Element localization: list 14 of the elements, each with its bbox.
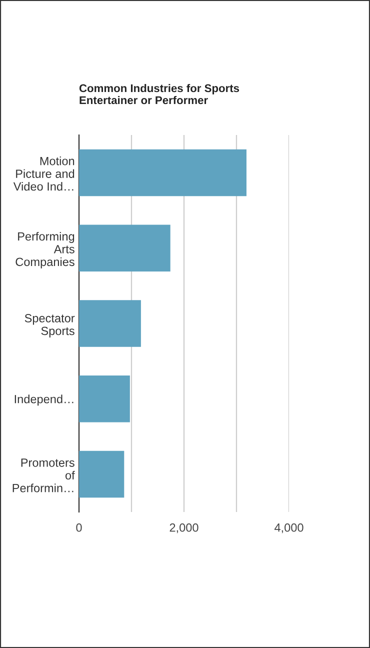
y-tick-label: Promoters of Performin… — [12, 458, 75, 492]
x-tick-label: 2,000 — [170, 523, 198, 534]
bar — [79, 224, 170, 272]
y-tick-label: Motion Picture and Video Ind… — [13, 156, 74, 191]
x-tick-label: 0 — [76, 523, 82, 532]
bar — [79, 149, 246, 196]
x-tick-label: 4,000 — [274, 523, 304, 534]
bar — [79, 376, 130, 422]
y-tick-label: Independ… — [14, 394, 74, 406]
y-tick-label: Performing Arts Companies — [16, 232, 74, 268]
bar — [79, 450, 124, 498]
bar — [79, 300, 141, 347]
chart-title: Common Industries for Sports Entertainer or Performer — [79, 84, 240, 104]
y-tick-label: Spectator Sports — [24, 314, 75, 338]
